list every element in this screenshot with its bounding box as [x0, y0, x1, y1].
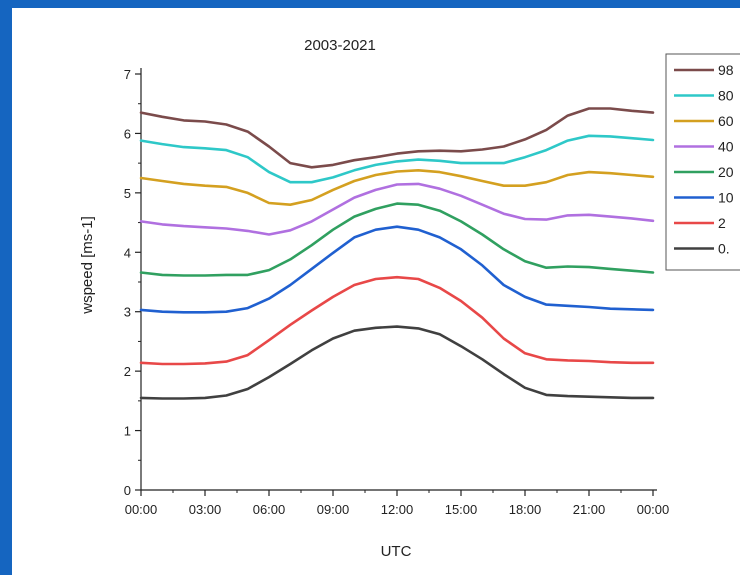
legend-label: 98 — [718, 62, 734, 78]
series-line-2 — [139, 275, 655, 366]
x-tick-label: 00:00 — [637, 502, 670, 517]
legend-label: 20 — [718, 164, 734, 180]
line-chart: 2003-2021 wspeed [ms-1] UTC 0 1 2 3 4 5 6 7 00:0… — [79, 37, 740, 560]
series-line-40 — [139, 182, 655, 236]
series-line-60 — [139, 169, 655, 206]
x-axis-title: UTC — [381, 543, 412, 560]
y-tick-label: 2 — [124, 364, 131, 379]
y-tick-label: 7 — [124, 67, 131, 82]
legend-box — [665, 53, 740, 271]
series-line-0 — [139, 325, 655, 400]
legend-label: 80 — [718, 88, 734, 104]
series-line-80 — [139, 134, 655, 184]
y-tick-label: 5 — [124, 186, 131, 201]
legend: 98 80 60 40 20 10 2 0. — [665, 53, 740, 271]
x-tick-label: 15:00 — [445, 502, 478, 517]
series-line-20 — [139, 202, 655, 277]
legend-label: 40 — [718, 139, 734, 155]
legend-label: 10 — [718, 190, 734, 206]
x-tick-label: 03:00 — [189, 502, 222, 517]
legend-label: 2 — [718, 215, 726, 231]
x-tick-label: 00:00 — [125, 502, 158, 517]
x-tick-label: 18:00 — [509, 502, 542, 517]
series-group — [139, 107, 655, 400]
y-tick-label: 3 — [124, 305, 131, 320]
chart-title: 2003-2021 — [304, 37, 376, 54]
y-tick-label: 0 — [124, 483, 131, 498]
legend-label: 60 — [718, 113, 734, 129]
y-axis-title: wspeed [ms-1] — [79, 216, 96, 315]
x-tick-label: 09:00 — [317, 502, 350, 517]
legend-label: 0. — [718, 241, 730, 257]
series-line-10 — [139, 225, 655, 314]
series-line-98 — [139, 107, 655, 169]
chart-panel: 2003-2021 wspeed [ms-1] UTC 0 1 2 3 4 5 6 7 00:0… — [12, 8, 740, 575]
axes: 0 1 2 3 4 5 6 7 00:00 03:00 06:00 09:00 12:00 15:00 18… — [124, 67, 670, 517]
x-tick-label: 12:00 — [381, 502, 414, 517]
y-tick-label: 4 — [124, 245, 131, 260]
x-tick-label: 06:00 — [253, 502, 286, 517]
x-tick-label: 21:00 — [573, 502, 606, 517]
y-tick-label: 1 — [124, 424, 131, 439]
y-tick-label: 6 — [124, 126, 131, 141]
